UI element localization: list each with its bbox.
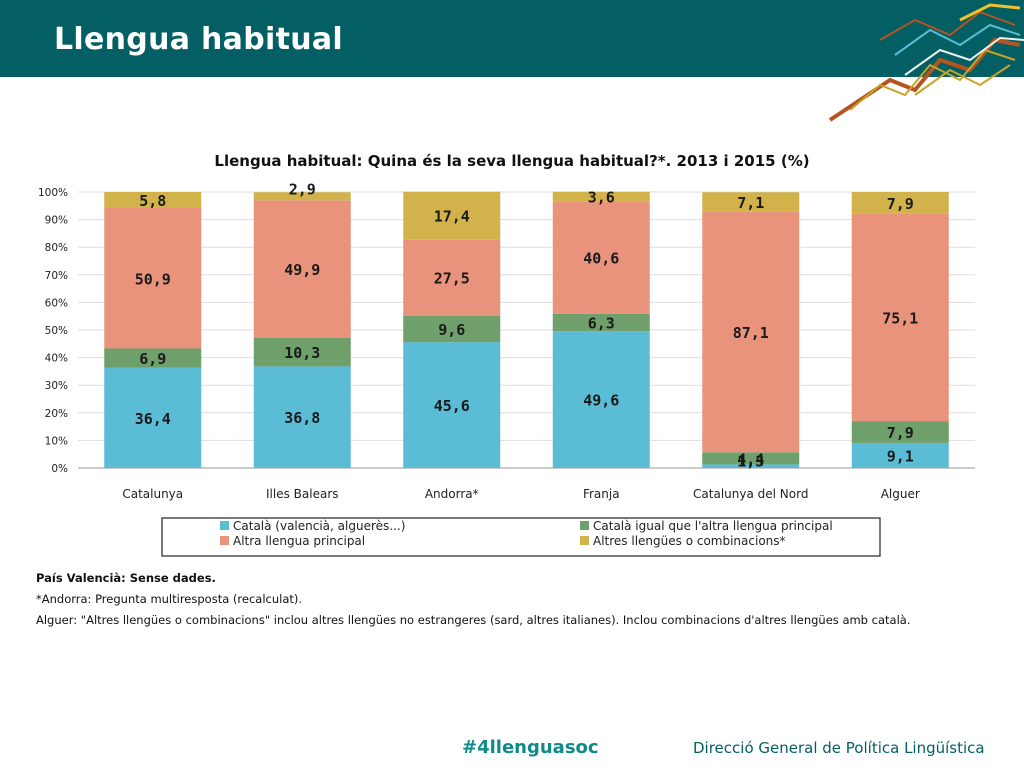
- data-label: 6,3: [588, 314, 615, 332]
- bar-segment: [104, 192, 202, 209]
- x-tick-label: Andorra*: [425, 487, 479, 501]
- data-label: 6,9: [139, 350, 166, 368]
- x-tick-label: Franja: [583, 487, 620, 501]
- bar-segment: [552, 313, 650, 332]
- x-tick-label: Illes Balears: [266, 487, 339, 501]
- note-andorra: *Andorra: Pregunta multiresposta (recalc…: [36, 592, 303, 606]
- bar-segment: [702, 211, 800, 453]
- bar-segment: [552, 191, 650, 202]
- data-label: 4,4: [737, 450, 764, 468]
- legend-box: [161, 517, 881, 557]
- legend-label: Altres llengües o combinacions*: [593, 534, 786, 548]
- x-tick-label: Catalunya del Nord: [693, 487, 808, 501]
- bar-segment: [403, 315, 501, 343]
- note-pais-valencia: País Valencià: Sense dades.: [36, 571, 216, 585]
- data-label: 87,1: [733, 324, 769, 342]
- data-label: 49,9: [284, 261, 320, 279]
- bar-segment: [253, 192, 351, 201]
- y-tick-label: 0%: [51, 463, 68, 475]
- bar-segment: [253, 366, 351, 468]
- note-alguer: Alguer: "Altres llengües o combinacions"…: [36, 613, 911, 627]
- bar-segment: [104, 348, 202, 368]
- legend-label: Català (valencià, alguerès...): [233, 519, 405, 533]
- decorative-lines-graphic: [828, 3, 1024, 122]
- hashtag: #4llenguasoc: [462, 737, 599, 758]
- bar-segment: [552, 201, 650, 314]
- organization-name: Direcció General de Política Lingüística: [693, 739, 985, 757]
- notes: País Valencià: Sense dades. *Andorra: Pr…: [36, 568, 996, 631]
- data-label: 1,3: [737, 452, 764, 470]
- data-label: 5,8: [139, 192, 166, 210]
- data-label: 9,6: [438, 321, 465, 339]
- bar-segment: [403, 342, 501, 468]
- chart-title: Llengua habitual: Quina és la seva lleng…: [214, 152, 809, 170]
- bar-segment: [851, 421, 949, 443]
- data-label: 9,1: [887, 447, 914, 465]
- data-label: 3,6: [588, 189, 615, 207]
- bar-segment: [253, 338, 351, 367]
- bar-segment: [851, 213, 949, 422]
- legend-swatch: [220, 521, 229, 530]
- bar-segment: [552, 331, 650, 468]
- data-label: 45,6: [434, 397, 470, 415]
- y-tick-label: 30%: [45, 380, 68, 392]
- y-tick-label: 100%: [38, 187, 68, 199]
- data-label: 36,4: [135, 410, 171, 428]
- y-tick-label: 50%: [45, 325, 68, 337]
- data-label: 40,6: [583, 250, 619, 268]
- data-label: 7,1: [737, 194, 764, 212]
- legend-label: Altra llengua principal: [233, 534, 365, 548]
- legend-label: Català igual que l'altra llengua princip…: [593, 519, 833, 533]
- bar-segment: [253, 200, 351, 339]
- stacked-bar-chart: Llengua habitual: Quina és la seva lleng…: [38, 152, 975, 557]
- data-label: 7,9: [887, 195, 914, 213]
- legend-swatch: [580, 521, 589, 530]
- data-label: 2,9: [289, 180, 316, 198]
- data-label: 7,9: [887, 424, 914, 442]
- data-label: 50,9: [135, 270, 171, 288]
- y-tick-label: 70%: [45, 270, 68, 282]
- y-tick-label: 90%: [45, 215, 68, 227]
- data-label: 49,6: [583, 392, 619, 410]
- legend-swatch: [220, 536, 229, 545]
- bar-segment: [851, 192, 949, 214]
- y-tick-label: 40%: [45, 353, 68, 365]
- data-label: 27,5: [434, 270, 470, 288]
- header-bar: Llengua habitual: [0, 0, 1024, 77]
- bar-segment: [851, 442, 949, 468]
- data-label: 36,8: [284, 409, 320, 427]
- y-tick-label: 60%: [45, 297, 68, 309]
- y-tick-label: 80%: [45, 242, 68, 254]
- x-tick-label: Catalunya: [122, 487, 183, 501]
- bar-segment: [104, 208, 202, 349]
- bar-segment: [104, 367, 202, 468]
- data-label: 17,4: [434, 208, 470, 226]
- bar-segment: [403, 191, 501, 240]
- x-tick-label: Alguer: [881, 487, 920, 501]
- page-title: Llengua habitual: [54, 22, 344, 57]
- bar-segment: [702, 464, 800, 468]
- bar-segment: [702, 192, 800, 212]
- y-tick-label: 10%: [45, 435, 68, 447]
- legend-swatch: [580, 536, 589, 545]
- bar-segment: [702, 452, 800, 465]
- bar-segment: [403, 239, 501, 316]
- y-tick-label: 20%: [45, 408, 68, 420]
- data-label: 10,3: [284, 344, 320, 362]
- data-label: 75,1: [882, 309, 918, 327]
